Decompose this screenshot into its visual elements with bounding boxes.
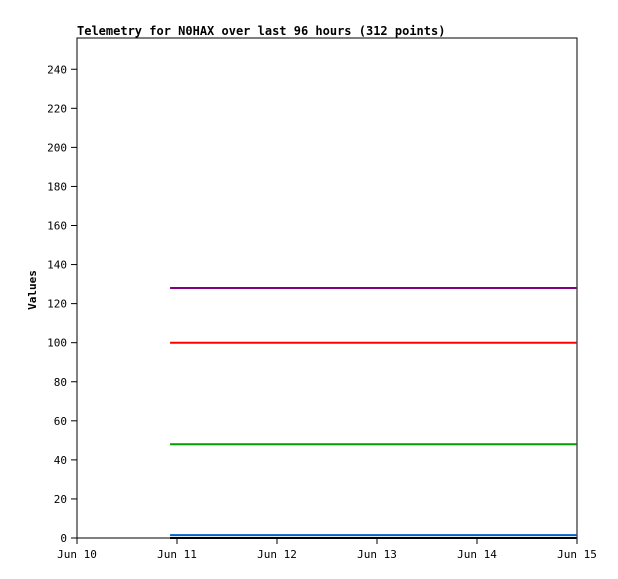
y-tick-label: 220 xyxy=(47,102,67,115)
y-tick-label: 100 xyxy=(47,337,67,350)
y-tick-label: 80 xyxy=(54,376,67,389)
y-tick-label: 180 xyxy=(47,180,67,193)
y-tick-label: 200 xyxy=(47,141,67,154)
y-tick-label: 20 xyxy=(54,493,67,506)
x-tick-label: Jun 15 xyxy=(557,548,597,561)
chart-title: Telemetry for N0HAX over last 96 hours (… xyxy=(77,24,445,38)
y-tick-label: 60 xyxy=(54,415,67,428)
y-tick-label: 160 xyxy=(47,220,67,233)
y-tick-label: 140 xyxy=(47,259,67,272)
x-tick-label: Jun 11 xyxy=(157,548,197,561)
y-tick-label: 240 xyxy=(47,63,67,76)
y-axis-label: Values xyxy=(26,270,39,310)
x-tick-label: Jun 14 xyxy=(457,548,497,561)
y-tick-label: 120 xyxy=(47,298,67,311)
y-tick-label: 40 xyxy=(54,454,67,467)
y-tick-label: 0 xyxy=(60,532,67,545)
x-tick-label: Jun 13 xyxy=(357,548,397,561)
x-tick-label: Jun 12 xyxy=(257,548,297,561)
x-tick-label: Jun 10 xyxy=(57,548,97,561)
